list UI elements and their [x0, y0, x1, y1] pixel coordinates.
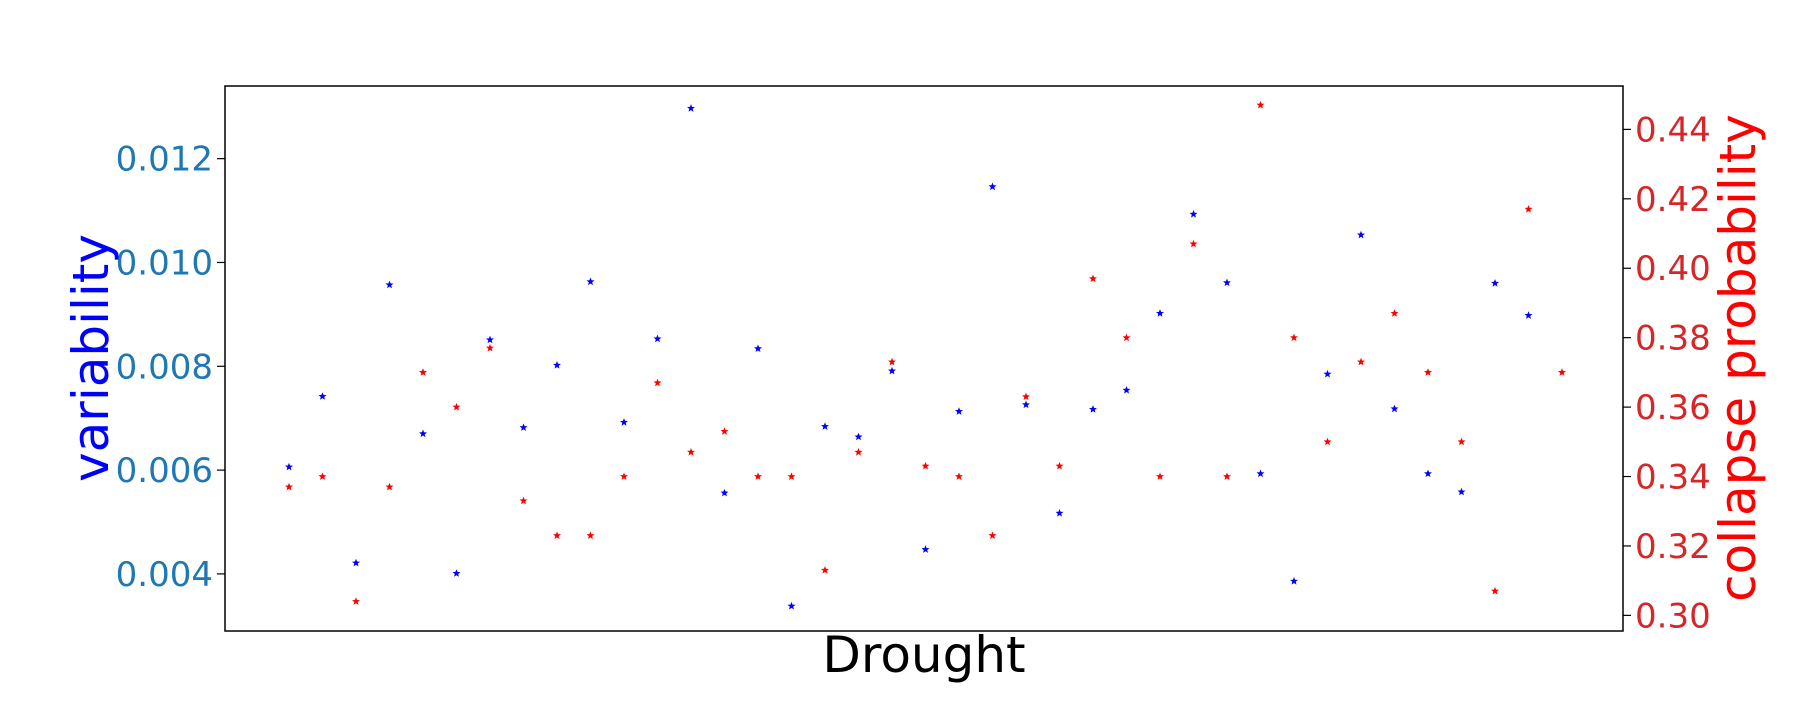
variability-point	[419, 429, 427, 438]
left-axis-ticks: 0.004 0.006 0.008 0.010 0.012	[116, 140, 225, 595]
collapse-probability-point	[1323, 437, 1332, 446]
right-tick-label: 0.42	[1635, 180, 1711, 220]
collapse-probability-point	[553, 531, 561, 539]
collapse-probability-point	[787, 472, 796, 480]
collapse-probability-point	[385, 482, 394, 491]
collapse-probability-point	[821, 566, 829, 574]
collapse-probability-point	[419, 368, 427, 376]
variability-point	[486, 335, 494, 344]
left-tick-label: 0.006	[116, 451, 213, 491]
collapse-probability-point	[1256, 100, 1265, 109]
collapse-probability-point	[1558, 368, 1566, 376]
variability-point	[988, 182, 997, 191]
variability-point	[687, 104, 695, 112]
collapse-probability-point	[1223, 472, 1231, 480]
collapse-probability-point	[1022, 392, 1030, 401]
y-axis-left-label: variability	[62, 234, 120, 482]
variability-point	[955, 407, 963, 415]
right-tick-label: 0.32	[1635, 527, 1711, 567]
variability-point	[821, 422, 829, 430]
variability-point	[1424, 469, 1432, 478]
collapse-probability-point	[955, 472, 963, 480]
variability-point	[1256, 469, 1265, 478]
collapse-probability-point	[754, 472, 762, 480]
variability-point	[754, 344, 762, 353]
variability-point	[1156, 309, 1164, 317]
collapse-probability-point	[352, 597, 360, 605]
variability-point	[1055, 508, 1064, 517]
collapse-probability-point	[519, 496, 528, 505]
collapse-probability-point	[318, 472, 327, 480]
variability-point	[1089, 405, 1097, 413]
collapse-probability-point	[1055, 461, 1064, 470]
variability-point	[1323, 369, 1332, 378]
variability-point	[1524, 311, 1533, 319]
variability-point	[921, 545, 930, 553]
variability-point	[1122, 385, 1131, 394]
collapse-probability-point	[1424, 368, 1432, 376]
collapse-probability-point	[1491, 586, 1499, 595]
variability-point	[1390, 404, 1399, 413]
collapse-probability-point	[653, 378, 662, 387]
collapse-probability-point	[854, 448, 863, 456]
right-tick-label: 0.30	[1635, 596, 1711, 636]
variability-point	[1491, 279, 1499, 287]
collapse-probability-point	[1390, 309, 1399, 317]
right-tick-label: 0.36	[1635, 388, 1711, 428]
left-tick-label: 0.004	[116, 555, 213, 595]
collapse-probability-point	[687, 448, 695, 456]
variability-point	[888, 366, 896, 375]
collapse-probability-point	[1290, 333, 1298, 342]
collapse-probability-point	[285, 482, 293, 491]
right-tick-label: 0.34	[1635, 458, 1711, 498]
collapse-probability-point	[586, 531, 595, 539]
variability-point	[720, 488, 729, 497]
collapse-probability-point	[620, 472, 628, 480]
variability-point	[1357, 230, 1365, 239]
variability-point	[318, 392, 327, 400]
left-tick-label: 0.010	[116, 243, 213, 283]
collapse-probability-point	[1524, 205, 1533, 213]
right-axis-ticks: 0.30 0.32 0.34 0.36 0.38 0.40 0.42 0.44	[1623, 110, 1711, 636]
variability-point	[285, 462, 293, 471]
variability-point	[385, 280, 394, 289]
collapse-probability-point	[1189, 239, 1198, 248]
variability-point	[1189, 210, 1198, 218]
collapse-probability-point	[921, 461, 930, 470]
collapse-probability-point	[486, 343, 494, 352]
collapse-probability-point	[988, 531, 997, 539]
collapse-probability-point	[1357, 357, 1365, 366]
variability-point	[653, 334, 662, 343]
x-axis-label: Drought	[822, 626, 1025, 684]
series-variability-points	[285, 104, 1533, 610]
right-tick-label: 0.38	[1635, 319, 1711, 359]
variability-point	[1290, 576, 1298, 585]
collapse-probability-point	[1457, 437, 1466, 446]
series-collapse-probability-points	[285, 100, 1566, 605]
left-tick-label: 0.012	[116, 140, 213, 180]
variability-point	[854, 432, 863, 441]
right-tick-label: 0.44	[1635, 110, 1711, 150]
plot-area	[224, 85, 1624, 632]
variability-point	[519, 423, 528, 431]
collapse-probability-point	[888, 357, 896, 366]
right-tick-label: 0.40	[1635, 249, 1711, 289]
collapse-probability-point	[1122, 333, 1131, 342]
variability-point	[1457, 487, 1466, 496]
variability-point	[620, 418, 628, 426]
collapse-probability-point	[720, 427, 729, 435]
variability-point	[1022, 400, 1030, 409]
collapse-probability-point	[1156, 472, 1164, 480]
variability-point	[452, 569, 461, 577]
variability-point	[787, 601, 796, 610]
left-tick-label: 0.008	[116, 347, 213, 387]
collapse-probability-point	[452, 402, 461, 411]
collapse-probability-point	[1089, 274, 1097, 283]
variability-point	[1223, 278, 1231, 287]
variability-point	[352, 558, 360, 567]
variability-point	[586, 277, 595, 286]
variability-point	[553, 361, 561, 369]
y-axis-right-label: collapse probability	[1709, 114, 1767, 602]
